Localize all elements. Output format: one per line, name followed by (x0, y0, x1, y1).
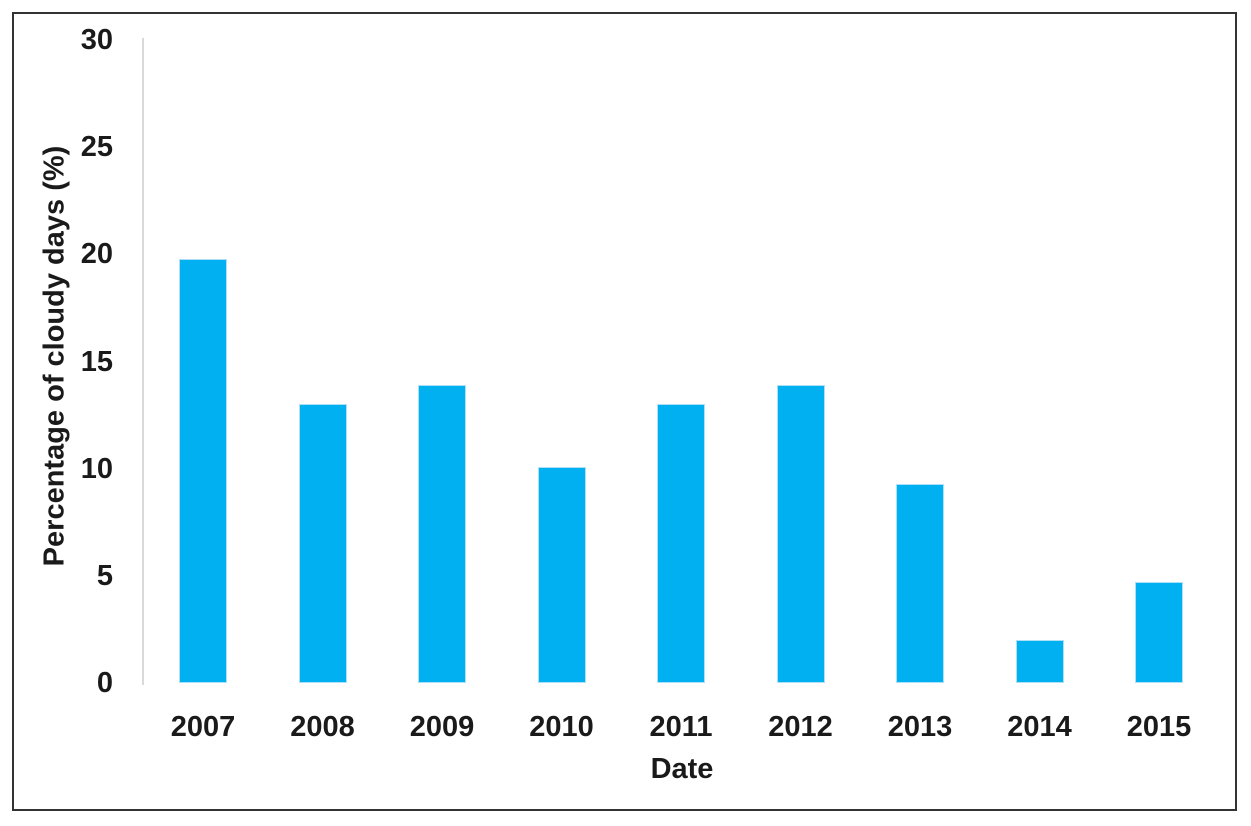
y-tick-label-15: 15 (80, 345, 113, 378)
x-tick-label-2013: 2013 (887, 711, 953, 743)
bar-2007 (179, 258, 227, 683)
y-tick-label-25: 25 (80, 131, 113, 164)
bar-2008 (298, 404, 347, 683)
bar-2012 (776, 385, 825, 683)
y-tick-label-10: 10 (80, 452, 113, 485)
x-tick-label-2011: 2011 (649, 711, 713, 743)
x-tick-label-2009: 2009 (409, 711, 475, 743)
x-tick-label-2015: 2015 (1126, 711, 1192, 743)
y-tick-label-20: 20 (80, 238, 113, 271)
x-tick-label-2010: 2010 (529, 711, 594, 743)
x-tick-label-2008: 2008 (290, 711, 355, 743)
x-tick-label-2014: 2014 (1007, 711, 1072, 743)
y-tick-label-0: 0 (96, 667, 113, 699)
y-tick-label-5: 5 (96, 559, 113, 592)
bar-2011 (657, 404, 705, 683)
bar-2014 (1015, 640, 1064, 683)
y-axis-line (142, 38, 144, 685)
bar-2009 (418, 385, 466, 683)
x-axis-title: Date (650, 753, 714, 785)
bar-2010 (537, 466, 586, 683)
y-tick-label-30: 30 (80, 24, 113, 56)
bar-2015 (1135, 582, 1183, 683)
x-tick-label-2007: 2007 (170, 711, 236, 743)
bar-2013 (896, 483, 944, 683)
x-tick-label-2012: 2012 (768, 711, 833, 743)
